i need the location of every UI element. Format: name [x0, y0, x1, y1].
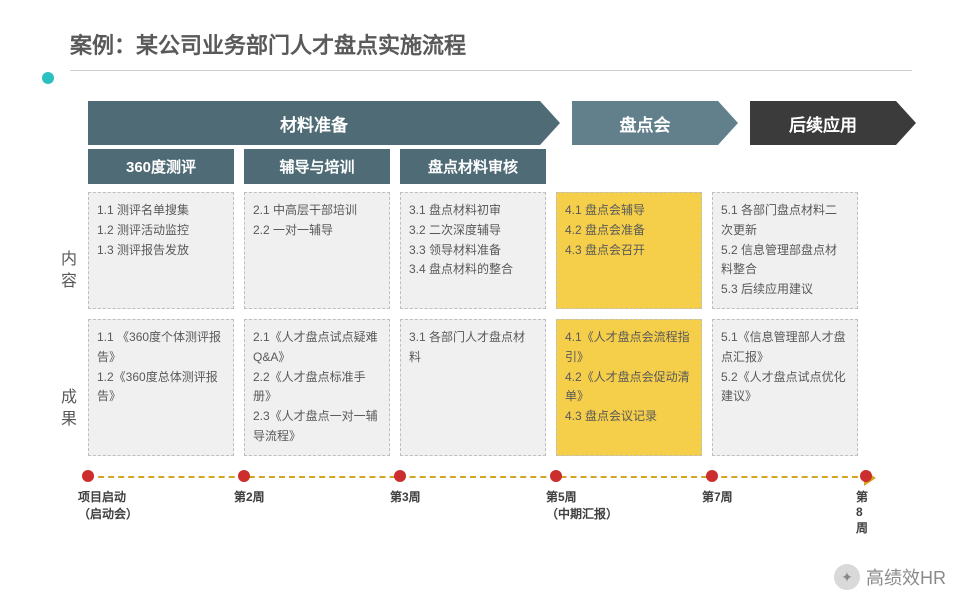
timeline: 项目启动 （启动会）第2周第3周第5周 （中期汇报）第7周第8周	[88, 470, 868, 530]
stage-row: 材料准备 盘点会 后续应用	[88, 101, 960, 145]
timeline-dot	[860, 470, 872, 482]
timeline-dot	[394, 470, 406, 482]
content-cell-4: 4.1 盘点会辅导4.2 盘点会准备4.3 盘点会召开	[556, 192, 702, 309]
stage-label: 盘点会	[620, 111, 671, 136]
timeline-dot	[238, 470, 250, 482]
stage-review-meeting: 盘点会	[572, 101, 718, 145]
content-cell-2: 2.1 中高层干部培训2.2 一对一辅导	[244, 192, 390, 309]
content-cell-1: 1.1 测评名单搜集1.2 测评活动监控1.3 测评报告发放	[88, 192, 234, 309]
brand-label: 高绩效HR	[866, 564, 946, 590]
timeline-label: 项目启动 （启动会）	[78, 488, 138, 522]
result-cell-5: 5.1《信息管理部人才盘点汇报》5.2《人才盘点试点优化建议》	[712, 319, 858, 456]
stage-material-prep: 材料准备	[88, 101, 540, 145]
timeline-dot	[82, 470, 94, 482]
stage-label: 后续应用	[789, 111, 857, 136]
result-cell-3: 3.1 各部门人才盘点材料	[400, 319, 546, 456]
timeline-dot	[550, 470, 562, 482]
subhead-row: 360度测评 辅导与培训 盘点材料审核	[88, 149, 960, 184]
subhead-360: 360度测评	[88, 149, 234, 184]
page-title: 案例：某公司业务部门人才盘点实施流程	[70, 28, 912, 71]
timeline-label: 第5周 （中期汇报）	[546, 488, 618, 522]
side-label-result: 成果	[54, 388, 78, 432]
timeline-label: 第3周	[390, 488, 421, 505]
timeline-label: 第8周	[856, 488, 868, 536]
result-cell-4: 4.1《人才盘点会流程指引》4.2《人才盘点会促动清单》4.3 盘点会议记录	[556, 319, 702, 456]
timeline-dot	[706, 470, 718, 482]
timeline-label: 第7周	[702, 488, 733, 505]
wechat-icon: ✦	[834, 564, 860, 590]
result-cell-2: 2.1《人才盘点试点疑难Q&A》2.2《人才盘点标准手册》2.3《人才盘点一对一…	[244, 319, 390, 456]
side-label-content: 内容	[54, 250, 78, 294]
stage-label: 材料准备	[280, 111, 348, 136]
accent-dot	[42, 72, 54, 84]
stage-followup: 后续应用	[750, 101, 896, 145]
content-cell-3: 3.1 盘点材料初审3.2 二次深度辅导3.3 领导材料准备3.4 盘点材料的整…	[400, 192, 546, 309]
brand: ✦ 高绩效HR	[834, 564, 946, 590]
subhead-audit: 盘点材料审核	[400, 149, 546, 184]
content-grid: 1.1 测评名单搜集1.2 测评活动监控1.3 测评报告发放 2.1 中高层干部…	[88, 192, 960, 456]
result-cell-1: 1.1 《360度个体测评报告》1.2《360度总体测评报告》	[88, 319, 234, 456]
timeline-label: 第2周	[234, 488, 265, 505]
subhead-training: 辅导与培训	[244, 149, 390, 184]
content-cell-5: 5.1 各部门盘点材料二次更新5.2 信息管理部盘点材料整合5.3 后续应用建议	[712, 192, 858, 309]
timeline-line	[88, 476, 868, 478]
